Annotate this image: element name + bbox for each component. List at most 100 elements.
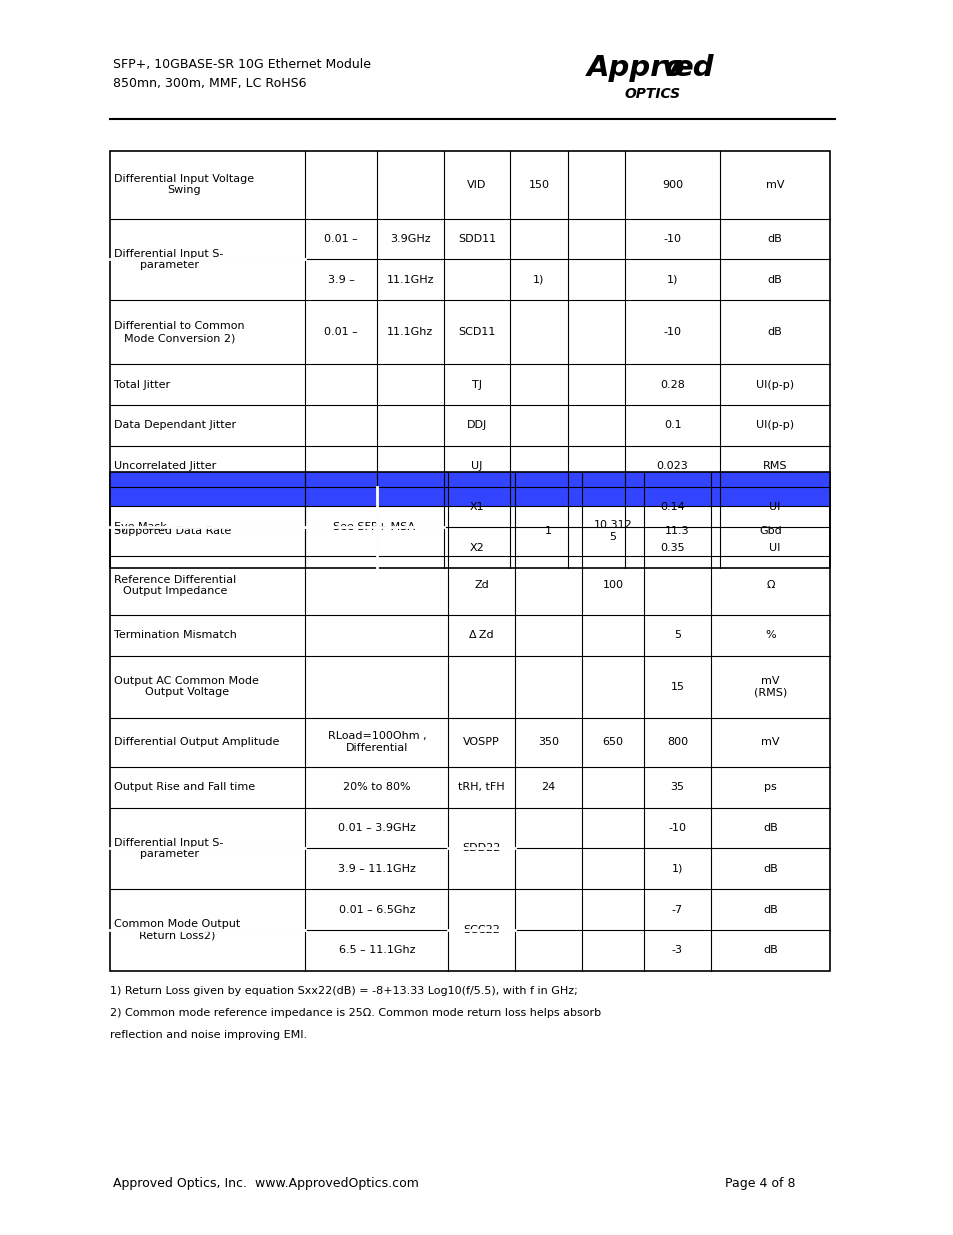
- Text: RMS: RMS: [762, 461, 786, 472]
- Text: 1) Return Loss given by equation Sxx22(dB) = -8+13.33 Log10(f/5.5), with f in GH: 1) Return Loss given by equation Sxx22(d…: [110, 986, 577, 995]
- Text: mV: mV: [765, 179, 783, 190]
- Text: UJ: UJ: [471, 461, 482, 472]
- Text: 6.5 – 11.1Ghz: 6.5 – 11.1Ghz: [338, 945, 415, 956]
- Text: Δ Zd: Δ Zd: [469, 630, 494, 641]
- Text: Output AC Common Mode
Output Voltage: Output AC Common Mode Output Voltage: [114, 676, 259, 698]
- Text: 24: 24: [541, 782, 555, 793]
- Text: 0.01 – 3.9GHz: 0.01 – 3.9GHz: [337, 823, 416, 834]
- Text: Common Mode Output
Return Loss2): Common Mode Output Return Loss2): [114, 919, 240, 941]
- Text: 1): 1): [666, 274, 678, 285]
- Text: SDD11: SDD11: [457, 233, 496, 245]
- Text: -10: -10: [668, 823, 685, 834]
- Text: 3.9 – 11.1GHz: 3.9 – 11.1GHz: [337, 863, 416, 874]
- Text: X2: X2: [469, 542, 484, 553]
- Text: Gbd: Gbd: [759, 526, 781, 536]
- Text: %: %: [764, 630, 775, 641]
- Text: 11.1Ghz: 11.1Ghz: [387, 327, 433, 337]
- Text: dB: dB: [767, 274, 781, 285]
- Text: mV: mV: [760, 737, 779, 747]
- Text: 3.9GHz: 3.9GHz: [390, 233, 430, 245]
- Text: mV
(RMS): mV (RMS): [753, 676, 786, 698]
- Text: Reference Differential
Output Impedance: Reference Differential Output Impedance: [114, 574, 236, 597]
- Text: Total Jitter: Total Jitter: [114, 379, 171, 390]
- Text: VOSPP: VOSPP: [463, 737, 499, 747]
- Text: 0.1: 0.1: [663, 420, 680, 431]
- Text: -3: -3: [671, 945, 682, 956]
- Text: See SFP+ MSA: See SFP+ MSA: [333, 522, 416, 532]
- Text: Data Dependant Jitter: Data Dependant Jitter: [114, 420, 236, 431]
- Text: 0.01 –: 0.01 –: [324, 327, 357, 337]
- Text: 650: 650: [601, 737, 623, 747]
- Text: 2) Common mode reference impedance is 25Ω. Common mode return loss helps absorb: 2) Common mode reference impedance is 25…: [110, 1008, 600, 1018]
- Text: 5: 5: [673, 630, 680, 641]
- Text: Differential to Common
Mode Conversion 2): Differential to Common Mode Conversion 2…: [114, 321, 245, 343]
- Text: Differential Input S-
parameter: Differential Input S- parameter: [114, 837, 224, 860]
- Text: Page 4 of 8: Page 4 of 8: [724, 1177, 795, 1189]
- Bar: [110, 472, 829, 506]
- Text: Output Rise and Fall time: Output Rise and Fall time: [114, 782, 255, 793]
- Text: SCD11: SCD11: [457, 327, 496, 337]
- Text: UI: UI: [769, 542, 780, 553]
- Text: ps: ps: [763, 782, 776, 793]
- Text: UI: UI: [769, 501, 780, 513]
- Text: dB: dB: [762, 945, 777, 956]
- Text: 20% to 80%: 20% to 80%: [343, 782, 410, 793]
- Text: Differential Input Voltage
Swing: Differential Input Voltage Swing: [114, 174, 254, 195]
- Text: dB: dB: [767, 327, 781, 337]
- Text: 0.14: 0.14: [659, 501, 684, 513]
- Text: 850mn, 300m, MMF, LC RoHS6: 850mn, 300m, MMF, LC RoHS6: [112, 78, 306, 90]
- Text: UI(p-p): UI(p-p): [756, 420, 793, 431]
- Text: 900: 900: [661, 179, 682, 190]
- Text: -10: -10: [663, 233, 680, 245]
- Text: v: v: [660, 54, 679, 82]
- Text: 0.023: 0.023: [656, 461, 688, 472]
- Text: Zd: Zd: [474, 580, 489, 590]
- Text: Eye Mask: Eye Mask: [114, 522, 167, 532]
- Text: -7: -7: [671, 904, 682, 915]
- Text: -10: -10: [663, 327, 680, 337]
- Text: 800: 800: [666, 737, 687, 747]
- Text: Differential Input S-
parameter: Differential Input S- parameter: [114, 248, 224, 270]
- Text: 0.35: 0.35: [659, 542, 684, 553]
- Text: 1): 1): [671, 863, 682, 874]
- Text: 11.3: 11.3: [664, 526, 689, 536]
- Text: dB: dB: [762, 823, 777, 834]
- Text: 100: 100: [601, 580, 623, 590]
- Text: SCC22: SCC22: [463, 925, 499, 935]
- Text: Supported Data Rate: Supported Data Rate: [114, 526, 232, 536]
- Text: 11.1GHz: 11.1GHz: [386, 274, 434, 285]
- Text: Appro: Appro: [586, 54, 684, 82]
- Text: UI(p-p): UI(p-p): [756, 379, 793, 390]
- Text: dB: dB: [767, 233, 781, 245]
- Bar: [110, 472, 829, 971]
- Bar: [110, 151, 829, 568]
- Text: SFP+, 10GBASE-SR 10G Ethernet Module: SFP+, 10GBASE-SR 10G Ethernet Module: [112, 58, 370, 70]
- Text: 15: 15: [670, 682, 683, 692]
- Text: 35: 35: [670, 782, 683, 793]
- Text: Differential Output Amplitude: Differential Output Amplitude: [114, 737, 279, 747]
- Text: VID: VID: [467, 179, 486, 190]
- Text: OPTICS: OPTICS: [624, 86, 680, 101]
- Text: Termination Mismatch: Termination Mismatch: [114, 630, 237, 641]
- Text: dB: dB: [762, 863, 777, 874]
- Text: 150: 150: [528, 179, 549, 190]
- Text: DDJ: DDJ: [466, 420, 487, 431]
- Text: 3.9 –: 3.9 –: [327, 274, 355, 285]
- Text: 0.28: 0.28: [659, 379, 684, 390]
- Text: 10.312
5: 10.312 5: [593, 520, 632, 542]
- Text: 1): 1): [533, 274, 544, 285]
- Text: tRH, tFH: tRH, tFH: [458, 782, 504, 793]
- Text: Uncorrelated Jitter: Uncorrelated Jitter: [114, 461, 216, 472]
- Text: dB: dB: [762, 904, 777, 915]
- Text: ed: ed: [673, 54, 714, 82]
- Text: TJ: TJ: [472, 379, 481, 390]
- Text: RLoad=100Ohm ,
Differential: RLoad=100Ohm , Differential: [327, 731, 426, 753]
- Text: X1: X1: [469, 501, 484, 513]
- Text: Approved Optics, Inc.  www.ApprovedOptics.com: Approved Optics, Inc. www.ApprovedOptics…: [112, 1177, 418, 1189]
- Text: 1: 1: [544, 526, 552, 536]
- Text: SDD22: SDD22: [462, 844, 500, 853]
- Text: 0.01 –: 0.01 –: [324, 233, 357, 245]
- Text: Ω: Ω: [765, 580, 774, 590]
- Text: 0.01 – 6.5Ghz: 0.01 – 6.5Ghz: [338, 904, 415, 915]
- Text: reflection and noise improving EMI.: reflection and noise improving EMI.: [110, 1030, 307, 1040]
